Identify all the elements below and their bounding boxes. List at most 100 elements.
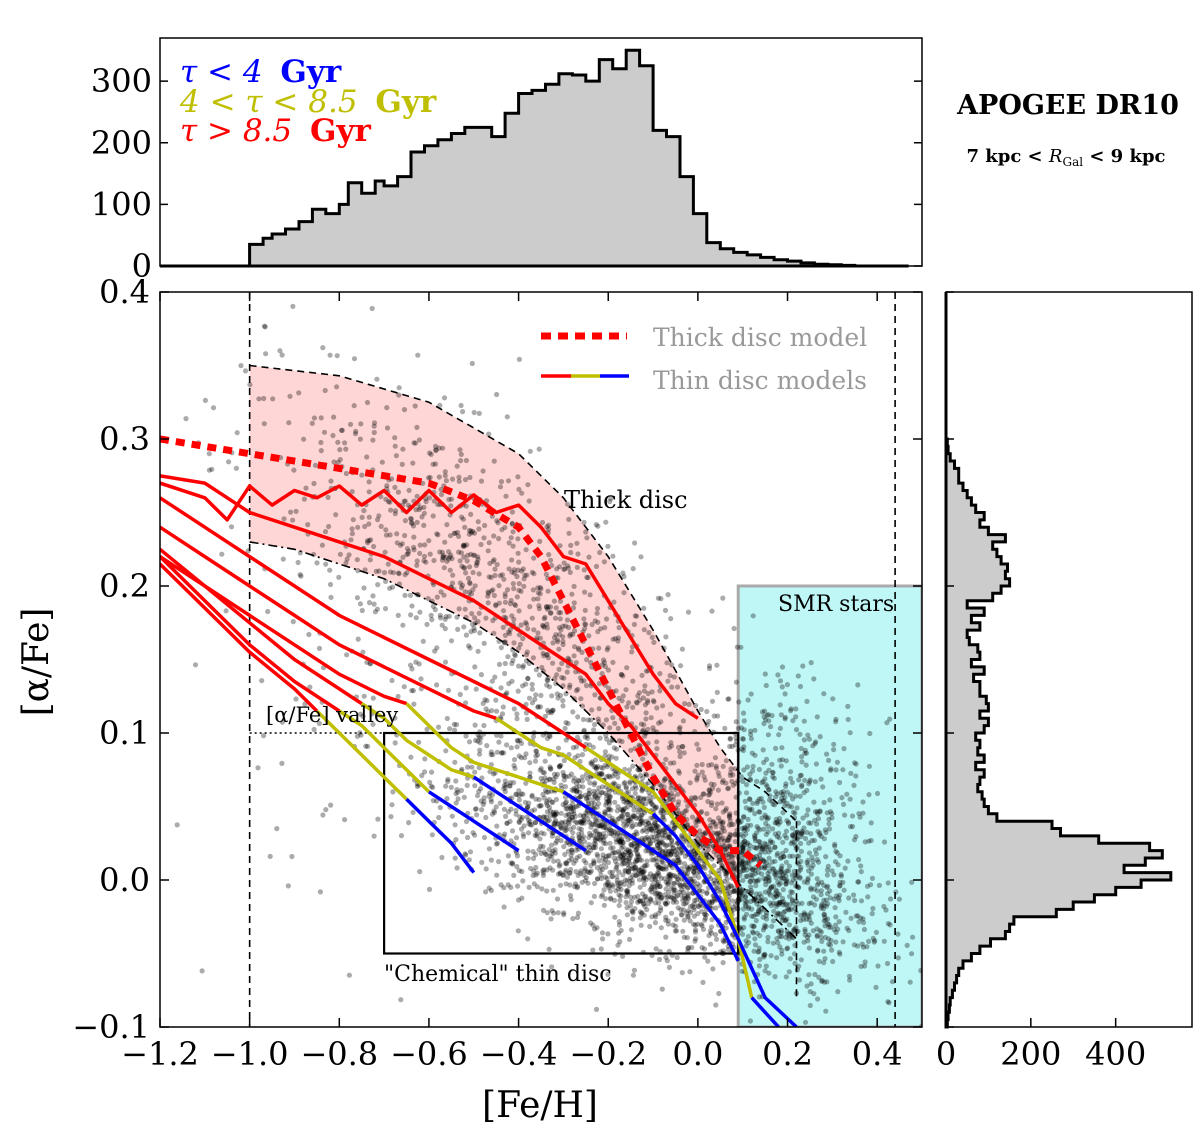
star-point — [305, 522, 311, 528]
star-point — [758, 795, 764, 802]
star-point — [552, 847, 558, 853]
star-point — [630, 908, 636, 914]
star-point — [479, 807, 485, 813]
star-point — [806, 945, 813, 951]
star-point — [546, 817, 552, 823]
star-point — [673, 874, 679, 880]
star-point — [320, 812, 326, 818]
star-point — [661, 826, 667, 833]
star-point — [537, 591, 543, 597]
star-point — [695, 836, 701, 842]
star-point — [199, 968, 205, 974]
star-point — [758, 865, 764, 871]
star-point — [804, 698, 810, 705]
star-point — [618, 806, 624, 813]
star-point — [485, 548, 491, 554]
star-point — [575, 714, 581, 720]
star-point — [450, 572, 456, 578]
star-point — [782, 917, 788, 924]
star-point — [788, 906, 794, 913]
thin-model-track-8-young — [405, 797, 476, 874]
star-point — [663, 866, 669, 872]
star-point — [825, 901, 831, 907]
star-point — [605, 786, 612, 792]
star-point — [609, 874, 615, 880]
star-point — [817, 734, 823, 740]
star-point — [675, 684, 681, 690]
star-point — [699, 945, 705, 951]
star-point — [595, 836, 601, 842]
star-point — [742, 798, 748, 805]
star-point — [881, 839, 888, 845]
star-point — [805, 912, 811, 918]
star-point — [821, 836, 828, 842]
star-point — [779, 899, 785, 905]
star-point — [619, 813, 625, 819]
star-point — [586, 794, 592, 800]
star-point — [659, 859, 665, 865]
star-point — [847, 824, 854, 830]
star-point — [511, 640, 517, 646]
star-point — [443, 783, 449, 789]
star-point — [743, 938, 749, 944]
star-point — [676, 744, 682, 751]
star-point — [798, 834, 804, 840]
star-point — [666, 797, 672, 803]
star-point — [771, 894, 777, 901]
star-point — [422, 756, 428, 762]
star-point — [497, 573, 503, 579]
star-point — [619, 698, 625, 704]
star-point — [581, 567, 587, 573]
star-point — [533, 872, 539, 878]
star-point — [825, 916, 831, 922]
star-point — [755, 911, 761, 917]
star-point — [738, 926, 744, 933]
star-point — [740, 865, 746, 871]
star-point — [597, 836, 603, 842]
star-point — [662, 830, 668, 836]
star-point — [679, 743, 685, 750]
star-point — [772, 872, 779, 878]
star-point — [530, 734, 537, 740]
star-point — [583, 796, 590, 802]
star-point — [598, 823, 604, 829]
star-point — [682, 881, 688, 887]
star-point — [834, 759, 841, 765]
star-point — [814, 932, 820, 938]
star-point — [632, 859, 639, 865]
star-point — [783, 881, 789, 887]
star-point — [597, 831, 603, 837]
star-point — [590, 845, 597, 851]
star-point — [751, 913, 757, 920]
star-point — [502, 785, 508, 791]
star-point — [579, 774, 586, 780]
star-point — [662, 832, 668, 838]
star-point — [641, 901, 647, 907]
star-point — [479, 859, 485, 866]
star-point — [626, 860, 632, 866]
star-point — [490, 752, 496, 758]
star-point — [530, 872, 536, 879]
star-point — [786, 863, 793, 869]
star-point — [864, 944, 870, 950]
star-point — [754, 845, 760, 851]
star-point — [775, 911, 781, 917]
star-point — [695, 903, 702, 909]
star-point — [654, 858, 660, 864]
star-point — [493, 697, 499, 703]
star-point — [784, 868, 790, 874]
star-point — [750, 930, 756, 936]
star-point — [773, 913, 779, 919]
star-point — [870, 905, 876, 912]
star-point — [766, 844, 772, 850]
star-point — [511, 757, 518, 763]
star-point — [465, 764, 471, 770]
star-point — [554, 672, 560, 678]
star-point — [501, 904, 507, 910]
star-point — [456, 549, 462, 555]
star-point — [711, 863, 717, 869]
star-point — [728, 853, 735, 860]
star-point — [538, 843, 544, 849]
star-point — [654, 881, 660, 887]
star-point — [400, 446, 406, 452]
